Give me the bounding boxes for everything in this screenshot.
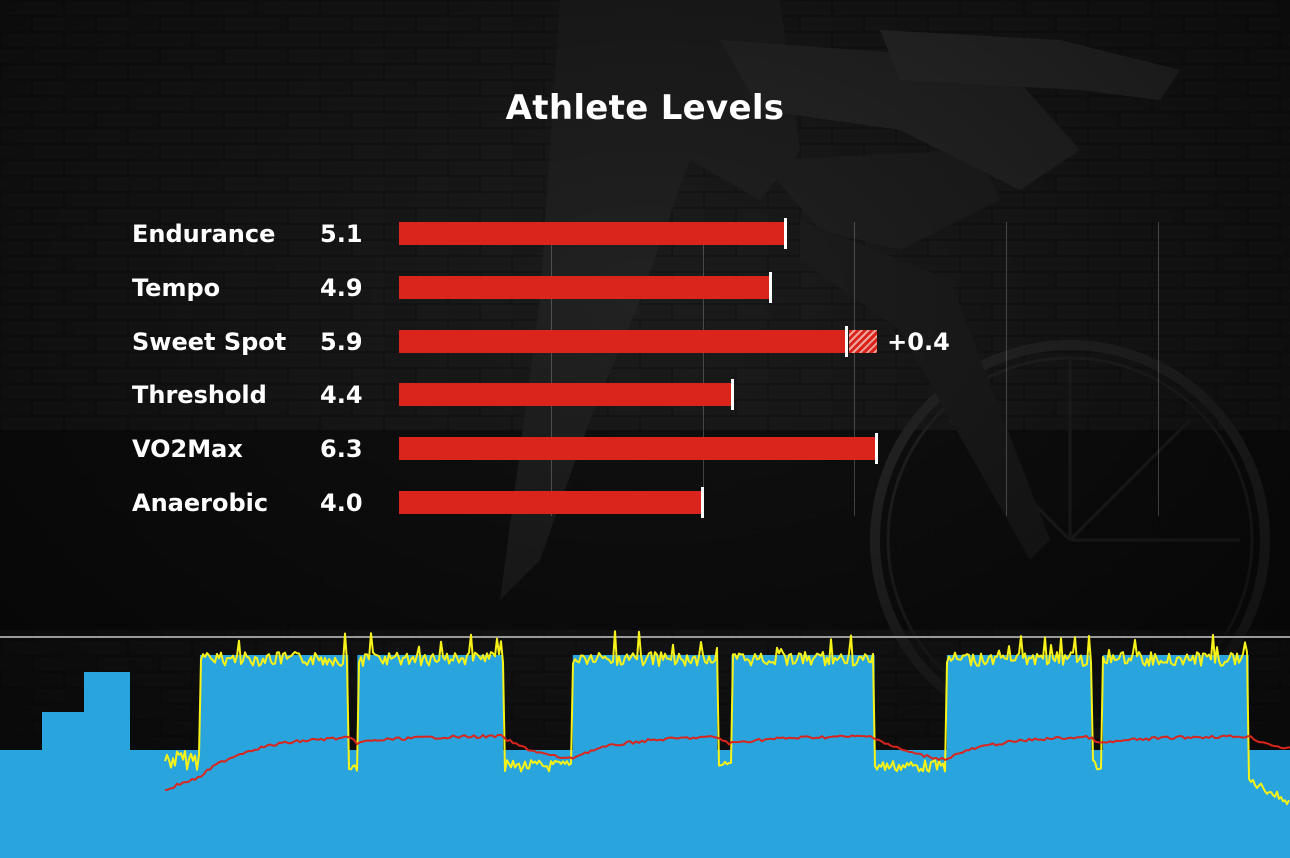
level-value: 5.9 [320, 327, 363, 356]
level-label: Tempo [132, 273, 221, 302]
level-marker [875, 433, 879, 465]
interval-block [199, 655, 349, 858]
level-bar [399, 491, 703, 514]
grid-line [1006, 222, 1008, 516]
warmup-step [0, 750, 42, 858]
heart-rate-line [164, 733, 1290, 792]
level-value: 5.1 [320, 220, 363, 248]
grid-line [1158, 222, 1159, 516]
interval-block [1102, 655, 1249, 858]
level-marker [844, 325, 848, 357]
level-value: 4.4 [320, 381, 363, 410]
level-marker [700, 487, 704, 518]
power-line [164, 630, 1290, 806]
level-value: 4.0 [320, 489, 363, 517]
interval-block [572, 655, 718, 858]
level-marker [784, 218, 788, 249]
warmup-step [84, 672, 130, 858]
grid-line [702, 222, 704, 516]
level-label: Endurance [132, 220, 276, 248]
level-label: Anaerobic [132, 489, 269, 517]
athlete-levels-chart: Endurance 5.1 Tempo 4.9 Sweet Spot 5.9 +0.4 Thr… [132, 218, 1159, 518]
level-label: Sweet Spot [132, 327, 287, 356]
interval-block [357, 655, 504, 858]
level-marker [730, 379, 734, 411]
level-increase-label: +0.4 [887, 327, 950, 356]
interval-block [731, 655, 875, 858]
warmup-step [42, 712, 84, 858]
workout-graph [0, 630, 1290, 858]
level-value: 4.9 [320, 273, 363, 302]
level-value: 6.3 [320, 435, 363, 464]
level-bar [399, 383, 733, 407]
level-increase [848, 329, 878, 353]
level-label: Threshold [132, 381, 267, 410]
grid-line [550, 222, 552, 516]
level-marker [768, 271, 772, 303]
level-bar [399, 275, 771, 299]
grid-line [854, 222, 856, 516]
level-label: VO2Max [132, 435, 243, 464]
level-bar [399, 437, 878, 461]
chart-title: Athlete Levels [505, 88, 785, 128]
interval-block [946, 655, 1092, 858]
level-bar [399, 222, 787, 245]
level-bar [399, 329, 847, 353]
